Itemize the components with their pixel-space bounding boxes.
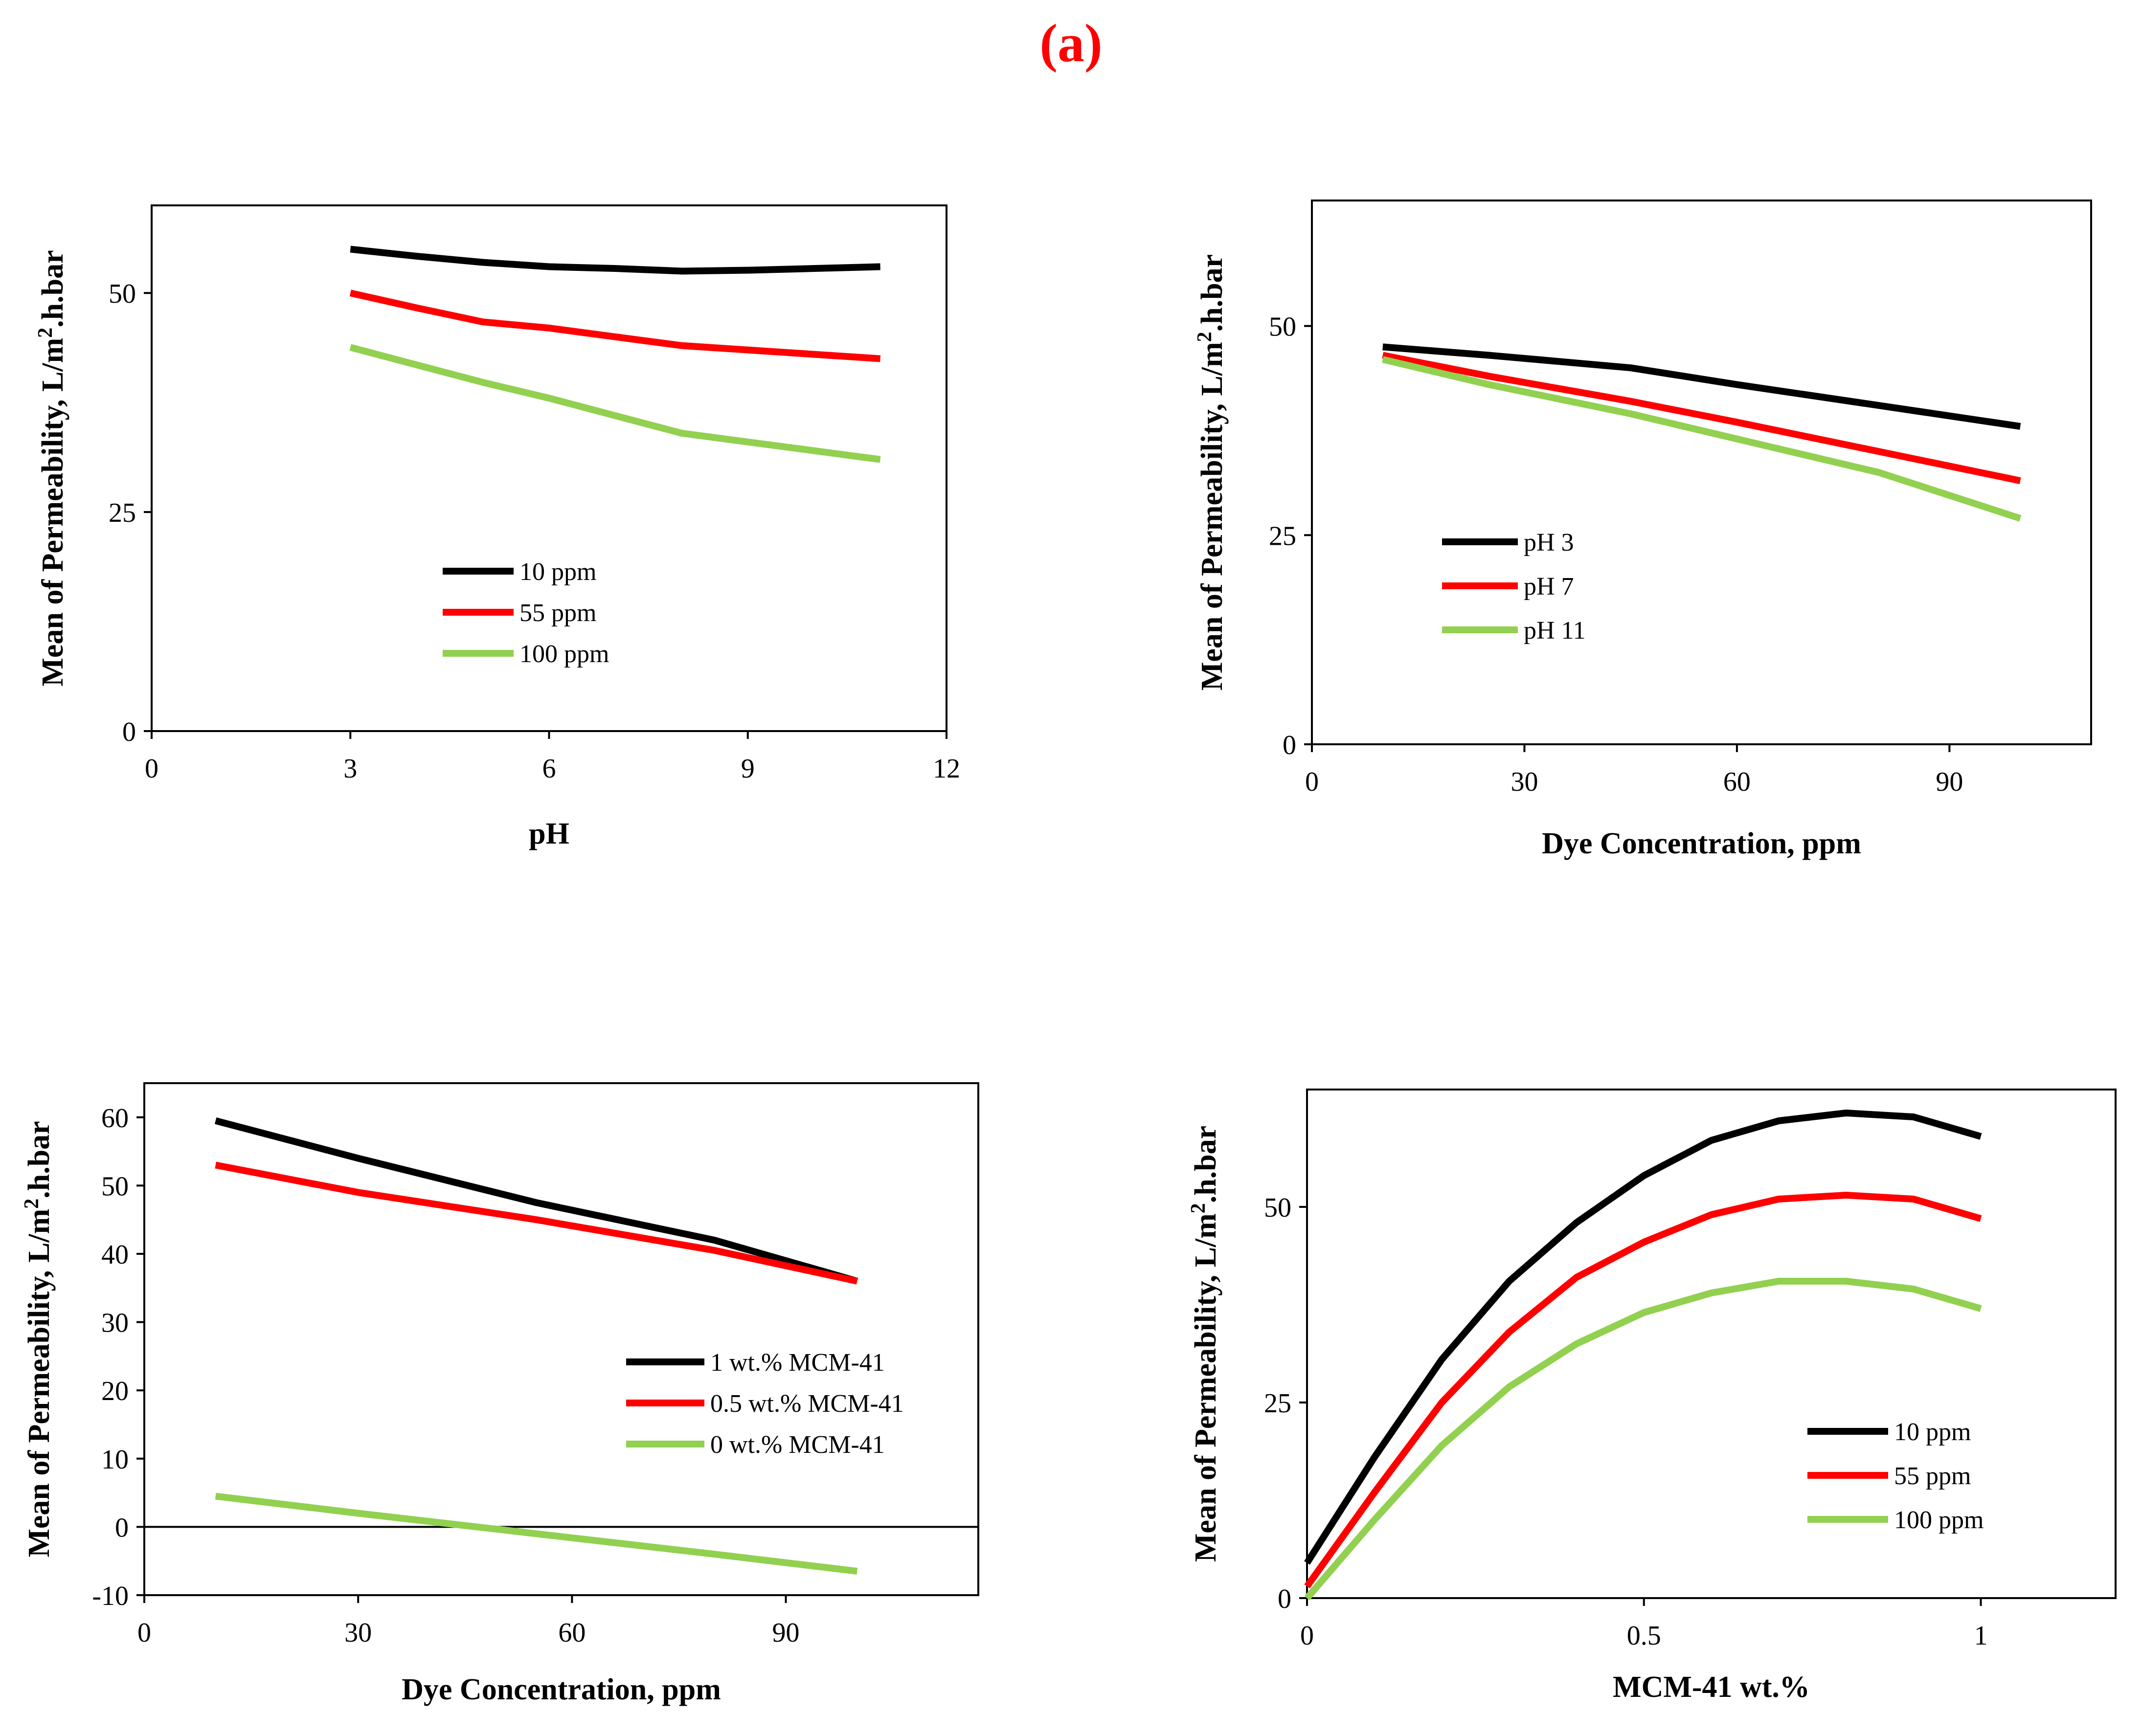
legend-label: 0 wt.% MCM-41: [710, 1431, 885, 1459]
y-axis-label: Mean of Permeability, L/m2.h.bar: [21, 1121, 56, 1557]
x-axis-label: Dye Concentration, ppm: [402, 1673, 721, 1706]
x-tick-label: 90: [1936, 767, 1963, 797]
y-axis-label-unit: .h.bar: [1189, 1126, 1222, 1203]
y-tick-label: 30: [101, 1308, 129, 1338]
chart-dye-conc-vs-permeability-by-mcm: -10 0 10 20 30 40 50 60 0 30 60 90 Dye Concentration…: [21, 1082, 979, 1706]
x-tick-label: 0: [1305, 767, 1319, 797]
legend-label: 55 ppm: [519, 599, 596, 627]
legend-label: pH 7: [1524, 573, 1574, 601]
chart-ph-vs-permeability: 0 25 50 0 3 6 9 12 pH Mean of Permeability, L/m2.…: [34, 204, 960, 850]
x-axis-label: MCM-41 wt.%: [1613, 1670, 1810, 1704]
legend-label: pH 11: [1524, 617, 1586, 645]
y-axis-label: Mean of Permeability, L/m2.h.bar: [1187, 1126, 1222, 1562]
plot-frame: [143, 1082, 979, 1596]
y-axis-label-main: Mean of Permeability, L/m: [1195, 342, 1229, 690]
y-tick-label: 25: [1264, 1388, 1291, 1419]
x-tick-label: 0: [1300, 1621, 1314, 1651]
x-tick-label: 30: [1511, 767, 1538, 797]
series-line-2: [1304, 1192, 1982, 1589]
y-axis-label-main: Mean of Permeability, L/m: [36, 338, 69, 687]
series-line-3: [1304, 1278, 1982, 1601]
x-tick-label: 9: [741, 754, 755, 784]
y-axis-label-superscript: 2: [34, 328, 57, 338]
y-tick-label: 60: [101, 1103, 129, 1134]
y-axis-label-unit: .h.bar: [36, 250, 69, 327]
legend-label: pH 3: [1524, 529, 1574, 556]
y-tick-label: 50: [109, 279, 136, 309]
series-line-3: [1382, 356, 2022, 522]
x-tick-label: 0: [145, 754, 158, 784]
y-axis-label: Mean of Permeability, L/m2.h.bar: [1194, 254, 1229, 690]
series-line-1: [1382, 343, 2021, 430]
y-axis-label-unit: .h.bar: [1195, 254, 1229, 332]
x-tick-label: 30: [344, 1618, 372, 1648]
plot-frame: [1311, 200, 2092, 745]
series-line-1: [214, 1117, 858, 1285]
y-tick-label: 0: [115, 1513, 129, 1543]
y-tick-label: 25: [1269, 521, 1296, 551]
x-tick-label: 60: [558, 1618, 586, 1648]
legend-label: 55 ppm: [1894, 1462, 1971, 1490]
x-tick-label: 60: [1723, 767, 1751, 797]
x-axis-label: Dye Concentration, ppm: [1542, 827, 1861, 860]
y-tick-label: 0: [1278, 1584, 1291, 1614]
chart-dye-conc-vs-permeability-by-ph: 0 25 50 0 30 60 90 Dye Concentration, ppm Mean o…: [1194, 200, 2092, 860]
x-tick-label: 0.5: [1627, 1621, 1661, 1651]
legend-label: 100 ppm: [519, 640, 609, 668]
y-axis-label-main: Mean of Permeability, L/m: [1189, 1213, 1222, 1562]
y-axis-label-superscript: 2: [1194, 332, 1216, 342]
legend-label: 10 ppm: [519, 558, 596, 586]
y-tick-label: 20: [101, 1376, 129, 1406]
y-tick-label: 0: [122, 717, 136, 747]
series-line-1: [350, 245, 880, 275]
x-tick-label: 12: [933, 754, 960, 784]
x-tick-label: 1: [1974, 1621, 1988, 1651]
series-line-2: [349, 289, 881, 362]
series-line-2: [1382, 352, 2021, 484]
y-tick-label: 0: [1283, 730, 1296, 760]
series-line-1: [1304, 1110, 1982, 1565]
legend-label: 100 ppm: [1894, 1506, 1984, 1534]
series-line-2: [215, 1161, 858, 1285]
x-axis-label: pH: [529, 817, 569, 850]
y-tick-label: 10: [101, 1445, 129, 1475]
y-tick-label: 50: [1269, 312, 1296, 342]
x-tick-label: 6: [542, 754, 556, 784]
chart-mcm-vs-permeability: 0 25 50 0 0.5 1 MCM-41 wt.% Mean of Permeabilit…: [1187, 1089, 2117, 1704]
y-tick-label: 25: [109, 498, 136, 528]
y-tick-label: 50: [1264, 1193, 1291, 1223]
figure-title: (a): [1039, 13, 1103, 73]
y-axis-label-superscript: 2: [1187, 1203, 1210, 1213]
x-tick-label: 0: [137, 1618, 151, 1648]
plot-frame: [1306, 1089, 2117, 1599]
y-tick-label: -10: [92, 1581, 129, 1611]
series-line-3: [349, 344, 881, 463]
y-tick-label: 40: [101, 1240, 129, 1270]
legend-label: 10 ppm: [1894, 1418, 1971, 1446]
x-tick-label: 90: [772, 1618, 800, 1648]
series-line-3: [215, 1492, 858, 1575]
y-axis-label: Mean of Permeability, L/m2.h.bar: [34, 250, 69, 686]
y-tick-label: 50: [101, 1171, 129, 1202]
legend-label: 1 wt.% MCM-41: [710, 1349, 885, 1377]
x-tick-label: 3: [343, 754, 357, 784]
y-axis-label-superscript: 2: [21, 1199, 43, 1209]
y-axis-label-unit: .h.bar: [23, 1121, 56, 1198]
y-axis-label-main: Mean of Permeability, L/m: [23, 1209, 56, 1558]
legend-label: 0.5 wt.% MCM-41: [710, 1390, 904, 1418]
